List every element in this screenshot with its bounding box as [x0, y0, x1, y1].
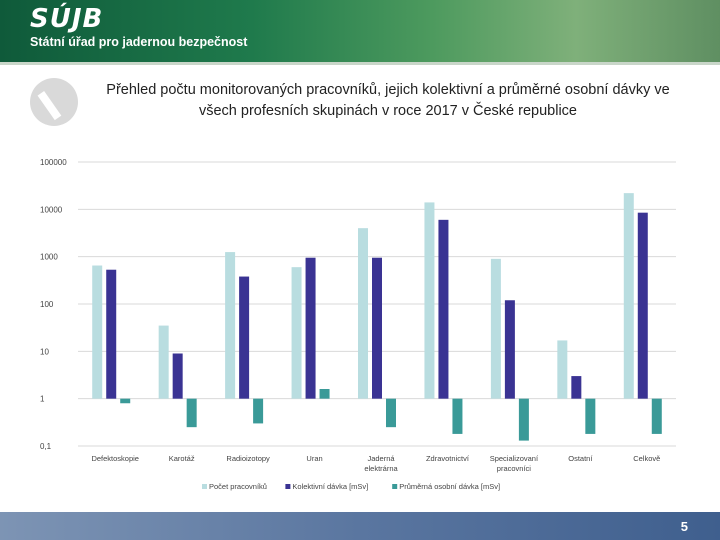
- footer-bar: 5: [0, 512, 720, 540]
- banner-divider: [0, 62, 720, 65]
- bar: [452, 398, 463, 434]
- x-tick-label: Ostatní: [568, 454, 593, 463]
- x-tick-label: Uran: [306, 454, 322, 463]
- legend-swatch: [285, 484, 291, 489]
- header-banner: SÚJB Státní úřad pro jadernou bezpečnost: [0, 0, 720, 62]
- bar: [120, 398, 131, 404]
- chart-title: Přehled počtu monitorovaných pracovníků,…: [106, 82, 670, 119]
- bar: [172, 353, 183, 399]
- y-tick-label: 100: [40, 300, 54, 309]
- bar: [158, 325, 169, 399]
- bar: [239, 276, 250, 399]
- bar: [358, 228, 368, 399]
- sujb-emblem-icon: [30, 78, 78, 126]
- bar: [424, 202, 435, 399]
- bar: [438, 219, 449, 399]
- bar: [651, 398, 662, 434]
- y-tick-label: 1000: [40, 253, 58, 262]
- bar: [637, 212, 648, 399]
- bar: [225, 252, 236, 399]
- office-name: Státní úřad pro jadernou bezpečnost: [30, 35, 248, 49]
- sujb-logo: SÚJB: [30, 4, 104, 34]
- bar: [518, 398, 529, 441]
- bar: [305, 257, 316, 399]
- bar: [372, 257, 382, 399]
- bar: [386, 398, 396, 428]
- bar: [106, 269, 117, 399]
- bar-chart: 0,1 1 10 100 1000 10000 100000 Defektoskopie Kar…: [40, 158, 676, 491]
- x-tick-label: Karotáž: [169, 454, 195, 463]
- x-tick-label: Radioizotopy: [226, 454, 270, 463]
- x-tick-label: Zdravotnictví: [426, 454, 470, 463]
- x-tick-label: Celkově: [633, 454, 660, 463]
- bar: [92, 265, 103, 399]
- x-tick-label: Jaderná elektrárna: [364, 454, 398, 473]
- bar: [490, 258, 501, 399]
- bar: [186, 398, 197, 428]
- bar: [571, 376, 582, 399]
- bar: [291, 267, 302, 399]
- legend-swatch: [202, 484, 207, 489]
- bar: [319, 389, 330, 399]
- legend-label: Počet pracovníků: [209, 482, 267, 491]
- y-tick-label: 10000: [40, 205, 63, 214]
- page-number: 5: [680, 519, 688, 534]
- y-tick-label: 10: [40, 347, 49, 356]
- y-tick-label: 0,1: [40, 442, 52, 451]
- y-tick-label: 1: [40, 395, 45, 404]
- bar: [504, 300, 515, 399]
- bar: [253, 398, 264, 424]
- bar: [585, 398, 596, 434]
- x-tick-label: Defektoskopie: [91, 454, 139, 463]
- legend-label: Kolektivní dávka [mSv]: [292, 482, 368, 491]
- bar: [623, 193, 634, 399]
- x-tick-label: Specializovaní pracovníci: [490, 454, 539, 473]
- y-tick-label: 100000: [40, 158, 67, 167]
- bar: [557, 340, 568, 399]
- legend-swatch: [392, 484, 398, 489]
- legend-label: Průměrná osobní dávka [mSv]: [399, 482, 500, 491]
